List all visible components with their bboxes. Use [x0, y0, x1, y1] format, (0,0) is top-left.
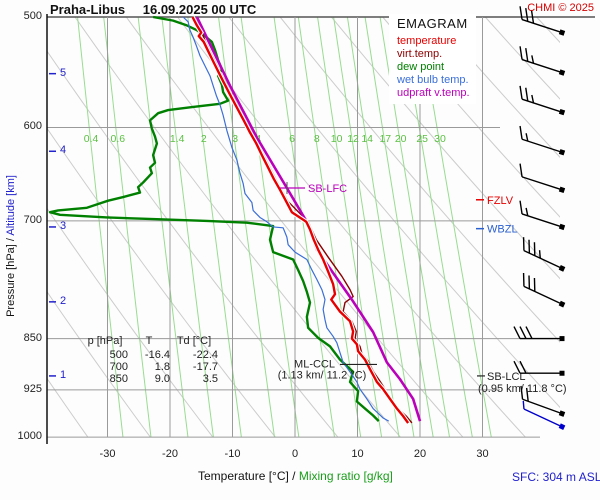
table-cell: 9.0 [154, 373, 170, 385]
temperature-tick-label: 20 [413, 448, 427, 460]
wind-barb [519, 85, 566, 116]
temperature-tick-label: -20 [162, 448, 178, 460]
table-header: p [hPa] [87, 335, 123, 347]
mixing-ratio-label: 14 [361, 133, 373, 145]
temperature-tick-label: 30 [476, 448, 489, 460]
fzlv-label: FZLV [487, 195, 514, 207]
pressure-axis-label: Pressure [hPa] [5, 244, 17, 317]
ml-ccl-label: ML-CCL [294, 358, 335, 370]
pressure-tick-label: 700 [23, 213, 42, 226]
table-cell: 500 [109, 349, 128, 361]
table-cell: -22.4 [192, 349, 218, 361]
table-row: 850 9.0 3.5 [82, 373, 218, 385]
series-udpraft-v-temp- [195, 16, 422, 422]
series-dew-point [48, 15, 380, 422]
dry-adiabats [47, 16, 560, 438]
table-cell: 3.5 [202, 373, 218, 385]
sounding-datetime: 16.09.2025 00 UTC [142, 2, 257, 17]
legend-item-udpraft-v-temp-: udpraft v.temp. [397, 87, 470, 99]
levels-table: p [hPa] T Td [°C] 500 -16.4 -22.4 700 1.8 -17.7… [82, 335, 218, 385]
legend-item-virt-temp-: virt.temp. [397, 48, 443, 60]
altitude-tick-label: 1 [60, 368, 67, 381]
pressure-tick-label: 1000 [17, 430, 42, 443]
pressure-tick-label: 850 [23, 331, 42, 344]
wind-barb [519, 163, 566, 193]
table-row: 500 -16.4 -22.4 [82, 349, 218, 361]
mixing-ratio-label: 17 [379, 133, 391, 145]
mixing-ratio-label: 6 [289, 133, 295, 145]
mixing-ratio-label: 2 [201, 133, 207, 145]
header: Praha-Libus 16.09.2025 00 UTC [50, 2, 270, 17]
wind-barb [519, 6, 566, 36]
wbzl-label: WBZL [487, 224, 518, 236]
temperature-tick-label: 0 [291, 448, 299, 460]
legend-title: EMAGRAM [397, 16, 468, 31]
wind-barb [519, 200, 566, 231]
series-wet-bulb-temp- [182, 16, 390, 422]
table-cell: -17.7 [192, 361, 218, 373]
axis-title-separator: / [5, 235, 17, 245]
mixing-ratio-label: 0.6 [110, 133, 125, 145]
legend-item-temperature: temperature [397, 35, 457, 47]
mixing-ratio-labels: 0.4 0.6 1.4 2 3 4 6 8 10 12 14 17 20 25 30 [84, 133, 446, 145]
sb-lfc-label: SB-LFC [308, 183, 347, 195]
legend-item-wet-bulb-temp-: wet bulb temp. [397, 74, 469, 86]
legend: EMAGRAM temperature virt.temp. dew point we… [389, 14, 476, 104]
station-name: Praha-Libus [50, 2, 126, 17]
sb-lcl-label: SB-LCL [487, 371, 526, 383]
pressure-tick-label: 600 [23, 120, 42, 133]
grid-lines [47, 16, 595, 438]
mixing-ratio-axis-label: Mixing ratio [g/kg] [298, 469, 393, 483]
wind-barb [519, 46, 566, 76]
table-cell: -16.4 [144, 349, 170, 361]
table-header: Td [°C] [176, 335, 212, 347]
wind-barb [522, 272, 566, 308]
wind-barb [522, 237, 566, 272]
pressure-tick-label: 500 [23, 10, 42, 22]
mixing-ratio-label: 8 [314, 133, 320, 145]
wind-barbs [513, 6, 566, 431]
table-header: T [145, 335, 153, 347]
wind-barb [520, 385, 566, 417]
altitude-tick-label: 4 [60, 144, 67, 157]
mixing-ratio-label: 0.4 [84, 133, 99, 145]
ml-ccl-values: (1.13 km/ 11.2 °C) [278, 369, 367, 381]
mixing-ratio-label: 10 [331, 133, 343, 145]
sb-lcl-values: (0.95 km/ 11.8 °C) [478, 383, 567, 395]
wind-barb [513, 360, 565, 376]
x-axis-title: Temperature [°C] / Mixing ratio [g/kg] [198, 469, 393, 483]
sounding-curves [48, 15, 422, 425]
wind-barb [513, 326, 565, 342]
mixing-ratio-label: 20 [395, 133, 407, 145]
table-cell: 1.8 [154, 361, 170, 373]
temperature-tick-label: 10 [351, 448, 364, 460]
mixing-ratio-label: 12 [347, 133, 359, 145]
mixing-ratio-label: 1.4 [170, 133, 185, 145]
temperature-axis-label: Temperature [°C] / [198, 469, 296, 483]
temperature-tick-label: -30 [99, 448, 116, 460]
series-temperature [191, 16, 410, 424]
legend-item-dew-point: dew point [397, 61, 445, 73]
copyright-label: CHMI © 2025 [527, 2, 594, 14]
mixing-ratio-lines [77, 16, 492, 438]
altitude-axis-label: Altitude [km] [5, 175, 17, 236]
altitude-tick-label: 3 [60, 219, 67, 232]
table-cell: 850 [109, 373, 128, 385]
wind-barb [519, 125, 566, 156]
surface-elevation-label: SFC: 304 m ASL [512, 470, 600, 484]
wind-barb [522, 400, 566, 431]
mixing-ratio-label: 25 [416, 133, 428, 145]
mixing-ratio-label: 30 [434, 133, 446, 145]
mixing-ratio-label: 3 [232, 133, 238, 145]
table-row: 700 1.8 -17.7 [82, 361, 218, 373]
temperature-tick-label: -10 [224, 448, 241, 460]
table-cell: 700 [109, 361, 128, 373]
pressure-tick-label: 925 [23, 382, 42, 395]
altitude-tick-label: 5 [60, 66, 67, 79]
altitude-tick-label: 2 [60, 294, 67, 307]
